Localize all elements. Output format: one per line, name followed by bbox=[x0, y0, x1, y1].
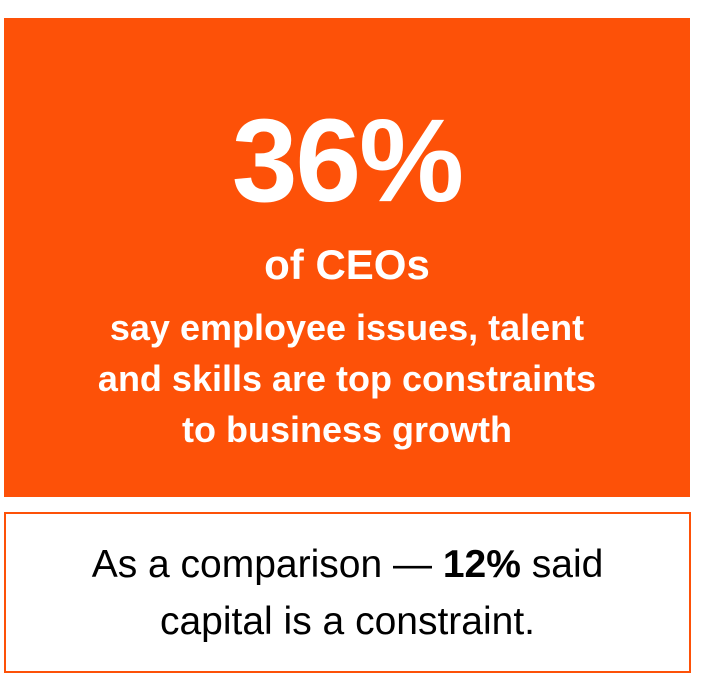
comparison-lead: As a comparison — bbox=[91, 543, 432, 586]
comparison-line: As a comparison — 12% said bbox=[6, 536, 689, 593]
stat-line: to business growth bbox=[181, 409, 512, 450]
stat-body: say employee issues, talent and skills a… bbox=[4, 302, 690, 455]
comparison-box: As a comparison — 12% said capital is a … bbox=[4, 512, 691, 673]
stat-line: and skills are top constraints bbox=[97, 358, 597, 399]
stat-subject: of CEOs bbox=[264, 241, 430, 288]
comparison-tail: said bbox=[531, 543, 604, 586]
comparison-value: 12% bbox=[442, 543, 521, 586]
stat-value: 36% bbox=[231, 95, 464, 227]
stat-card: 36% of CEOs say employee issues, talent … bbox=[4, 18, 690, 497]
stat-line: say employee issues, talent bbox=[109, 307, 585, 348]
comparison-line: capital is a constraint. bbox=[159, 600, 535, 643]
